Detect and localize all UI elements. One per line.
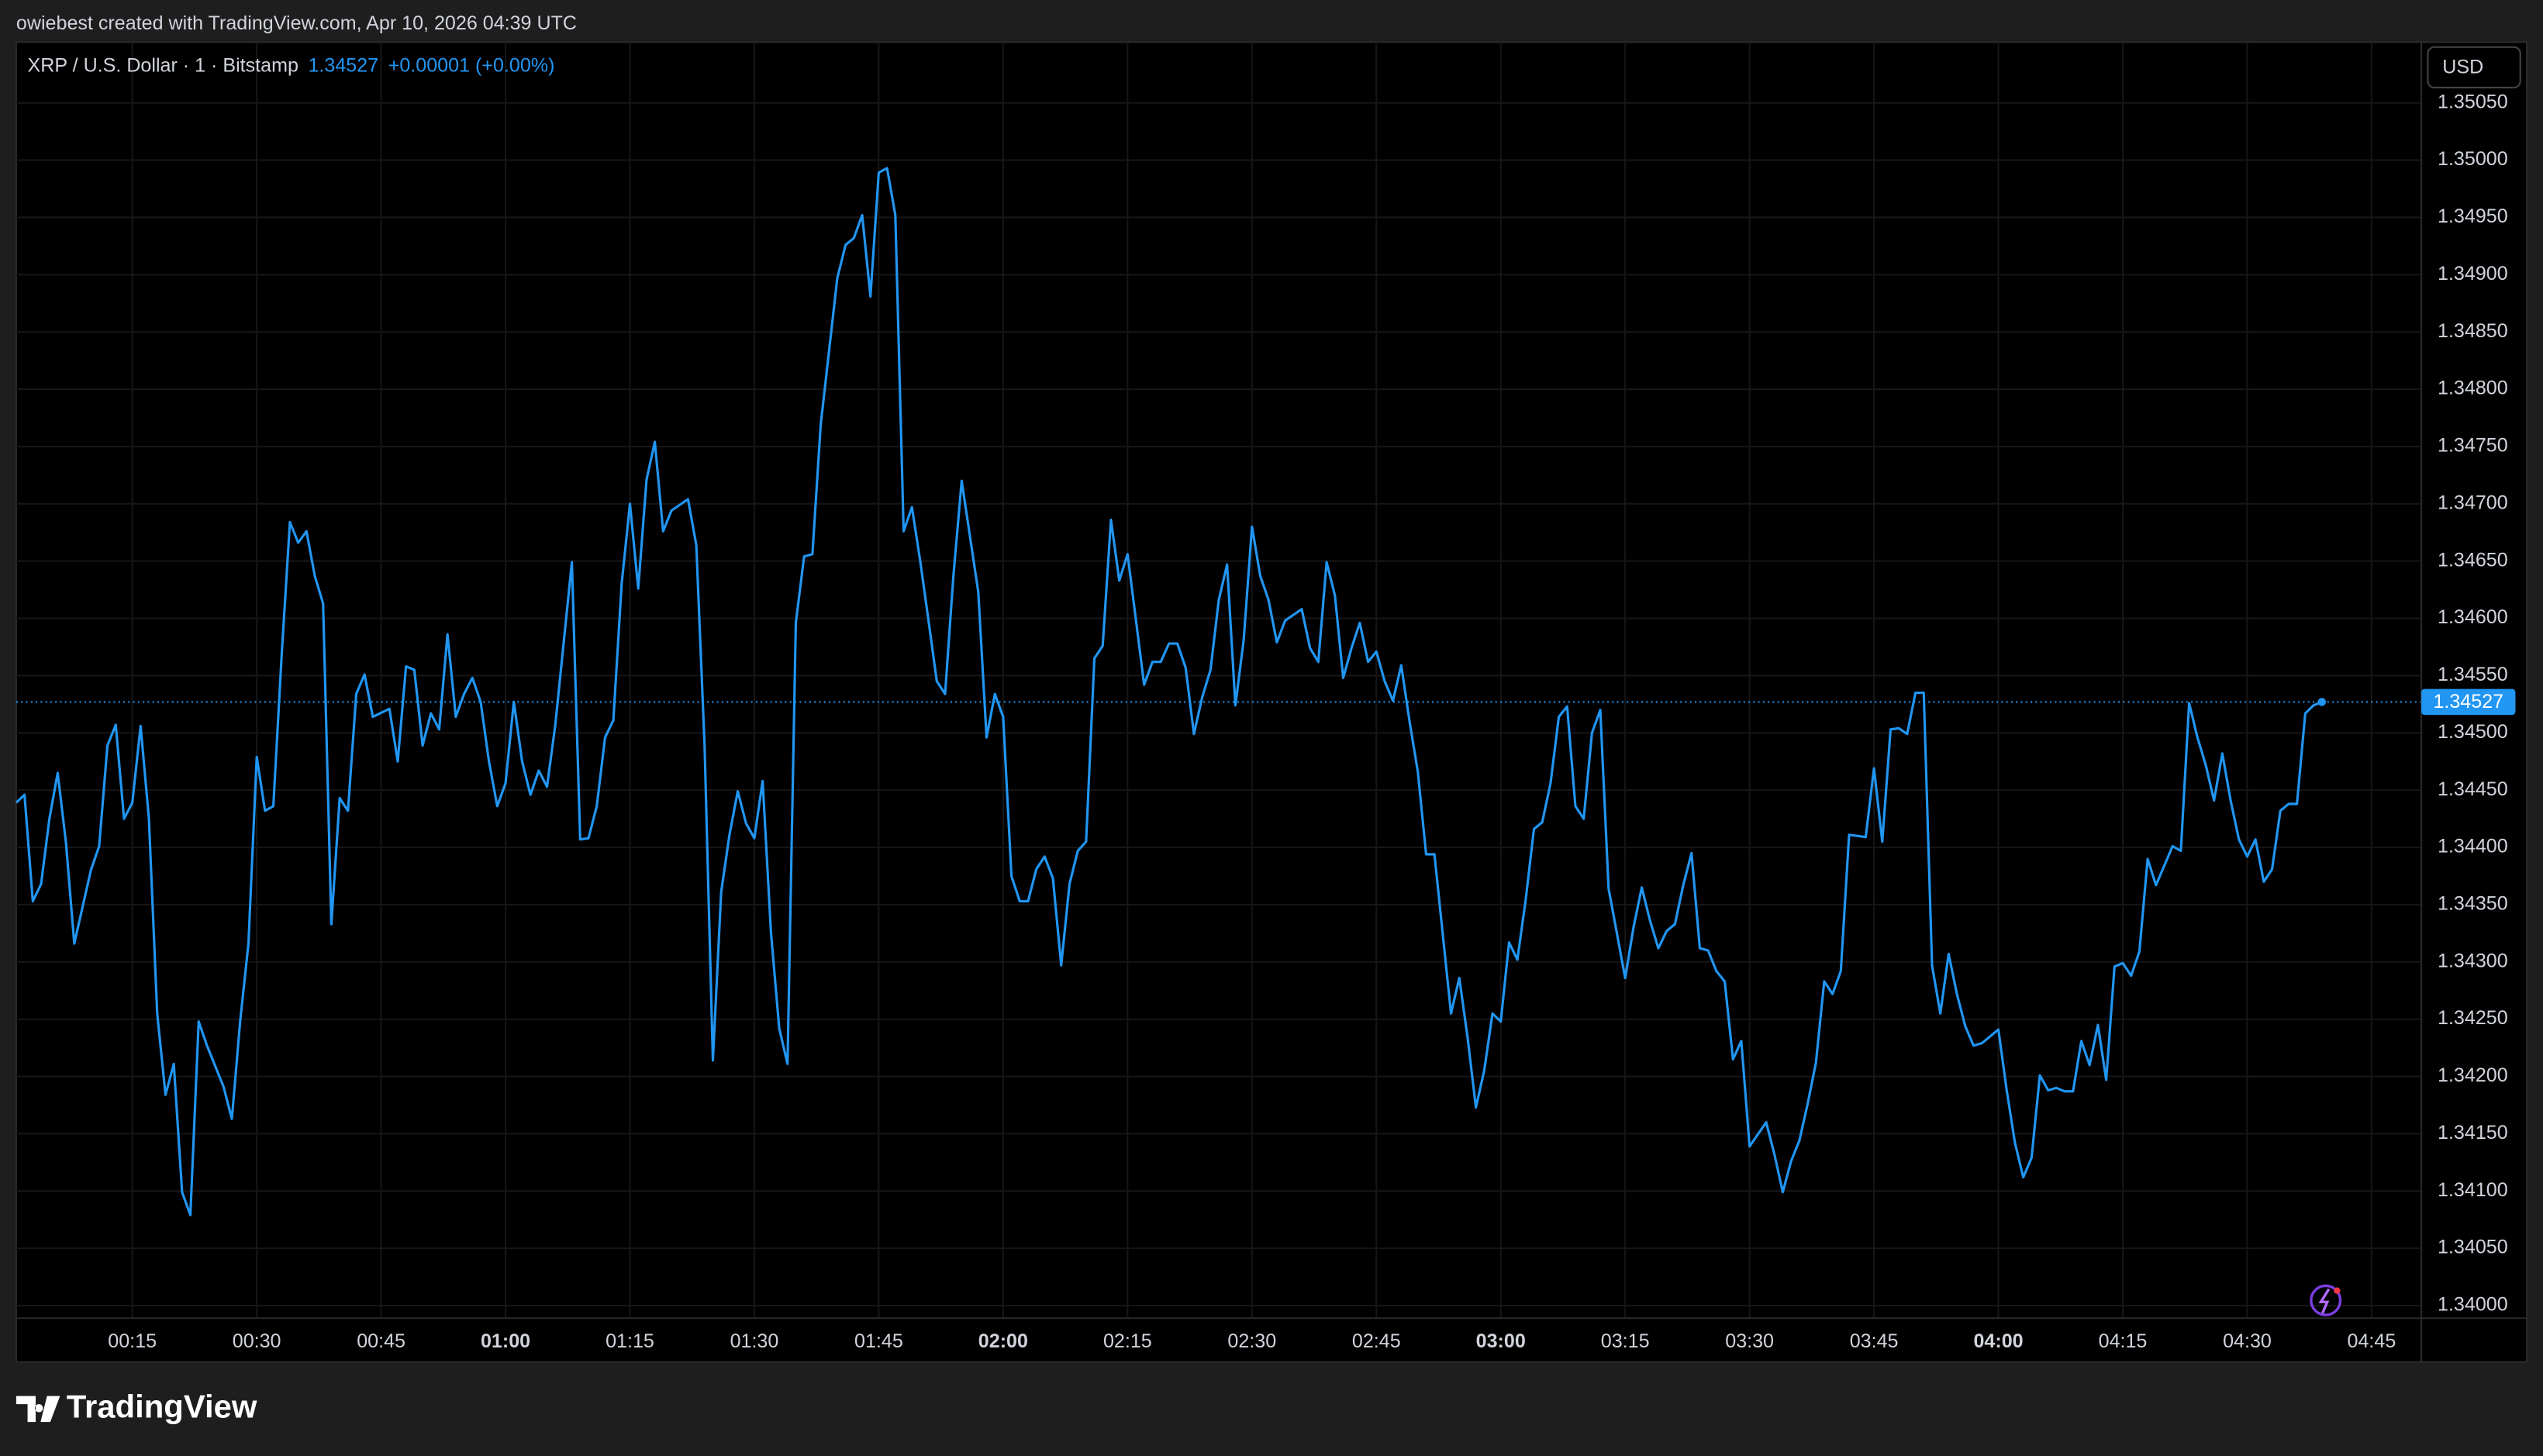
y-tick-label: 1.34250	[2438, 1007, 2508, 1029]
x-tick-label: 01:00	[481, 1330, 530, 1352]
x-tick-label: 02:45	[1352, 1330, 1401, 1352]
x-tick-label: 00:15	[108, 1330, 157, 1352]
y-tick-label: 1.34550	[2438, 664, 2508, 685]
y-tick-label: 1.34800	[2438, 378, 2508, 399]
y-tick-label: 1.34500	[2438, 721, 2508, 743]
currency-button[interactable]	[2427, 46, 2521, 88]
y-tick-label: 1.34000	[2438, 1294, 2508, 1316]
y-tick-label: 1.34950	[2438, 205, 2508, 227]
last-price-label: 1.34527	[2433, 691, 2503, 712]
assistant-bolt[interactable]	[2318, 1288, 2331, 1314]
y-tick-label: 1.34400	[2438, 836, 2508, 857]
assistant-icon[interactable]	[2310, 1284, 2342, 1316]
assistant-ring[interactable]	[2310, 1284, 2342, 1316]
y-tick-label: 1.34750	[2438, 435, 2508, 457]
last-point	[2317, 698, 2326, 706]
axes: 1.34000 1.34050 1.34100 1.34150 1.34200 1.342…	[108, 91, 2516, 1352]
legend-change: +0.00001 (+0.00%)	[388, 54, 555, 76]
x-tick-label: 04:45	[2348, 1330, 2396, 1352]
y-tick-label: 1.34150	[2438, 1122, 2508, 1144]
x-tick-label: 02:00	[978, 1330, 1028, 1352]
x-tick-label: 04:30	[2223, 1330, 2272, 1352]
y-tick-label: 1.35050	[2438, 91, 2508, 112]
x-tick-label: 00:45	[357, 1330, 405, 1352]
y-tick-label: 1.34050	[2438, 1237, 2508, 1258]
x-tick-label: 02:15	[1103, 1330, 1152, 1352]
caption: owiebest created with TradingView.com, A…	[16, 12, 577, 34]
x-tick-label: 03:15	[1601, 1330, 1650, 1352]
last-price-box	[2421, 688, 2516, 716]
plot-area	[15, 167, 2422, 1216]
x-tick-label: 02:30	[1227, 1330, 1276, 1352]
x-tick-label: 01:45	[854, 1330, 903, 1352]
legend-price: 1.34527	[308, 54, 378, 76]
y-tick-label: 1.34100	[2438, 1179, 2508, 1201]
y-tick-label: 1.34850	[2438, 320, 2508, 342]
brand-logo[interactable]: TradingView	[16, 1388, 257, 1424]
y-tick-label: 1.35000	[2438, 148, 2508, 170]
y-tick-label: 1.34200	[2438, 1064, 2508, 1086]
assistant-dot[interactable]	[2334, 1287, 2341, 1294]
y-tick-label: 1.34600	[2438, 606, 2508, 628]
y-tick-label: 1.34900	[2438, 263, 2508, 285]
y-tick-label: 1.34650	[2438, 549, 2508, 571]
currency-label[interactable]: USD	[2442, 56, 2483, 78]
grid	[16, 42, 2422, 1319]
legend: XRP / U.S. Dollar · 1 · Bitstamp 1.34527 +…	[28, 54, 555, 76]
x-tick-label: 03:30	[1725, 1330, 1774, 1352]
y-tick-label: 1.34700	[2438, 492, 2508, 513]
x-tick-label: 04:15	[2099, 1330, 2148, 1352]
x-tick-label: 01:15	[606, 1330, 654, 1352]
price-line	[15, 167, 2323, 1216]
x-tick-label: 03:45	[1850, 1330, 1899, 1352]
y-tick-label: 1.34300	[2438, 950, 2508, 971]
x-tick-label: 04:00	[1973, 1330, 2023, 1352]
x-tick-label: 03:00	[1476, 1330, 1526, 1352]
x-tick-label: 01:30	[730, 1330, 779, 1352]
y-tick-label: 1.34450	[2438, 778, 2508, 800]
y-tick-label: 1.34350	[2438, 893, 2508, 915]
legend-symbol: XRP / U.S. Dollar · 1 · Bitstamp	[28, 54, 298, 76]
brand-mark[interactable]	[16, 1396, 60, 1423]
chart-panel	[15, 41, 2528, 1363]
brand-name[interactable]: TradingView	[67, 1388, 257, 1424]
x-tick-label: 00:30	[233, 1330, 281, 1352]
